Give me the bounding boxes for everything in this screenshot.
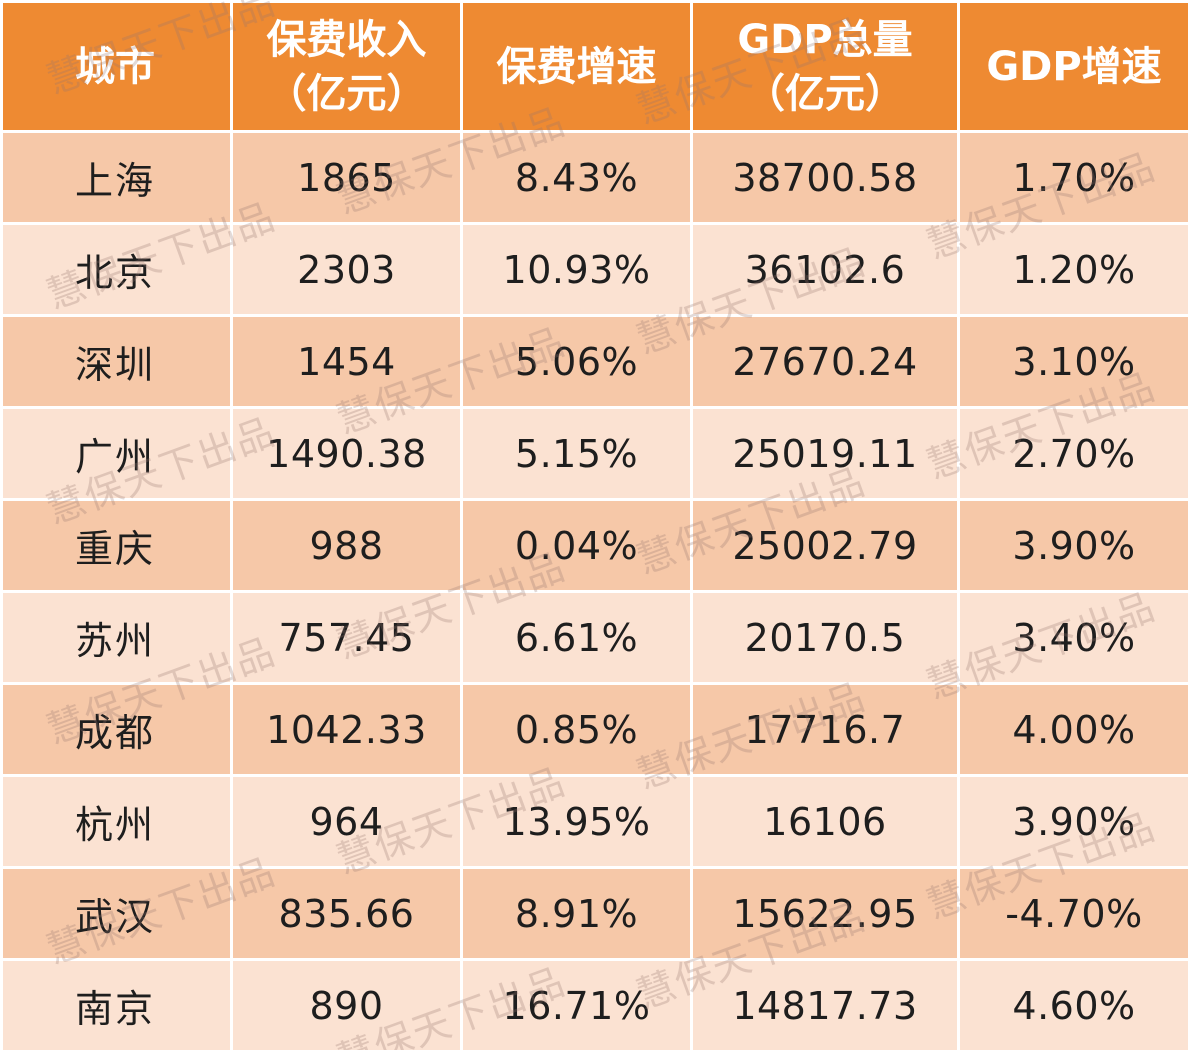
header-city: 城市 (2, 2, 232, 132)
cell-gdp-total: 15622.95 (692, 868, 959, 960)
cell-gdp-growth: 2.70% (959, 408, 1188, 500)
header-gdp-total-label: GDP总量 (693, 13, 957, 67)
cell-premium-income: 1454 (232, 316, 462, 408)
cell-premium-growth: 5.15% (462, 408, 692, 500)
header-premium-income: 保费收入 （亿元） (232, 2, 462, 132)
header-row: 城市 保费收入 （亿元） 保费增速 GDP总量 （亿元） GDP增速 (2, 2, 1188, 132)
cell-city: 武汉 (2, 868, 232, 960)
table-row: 武汉 835.66 8.91% 15622.95 -4.70% (2, 868, 1188, 960)
cell-city: 南京 (2, 960, 232, 1052)
cell-gdp-total: 25002.79 (692, 500, 959, 592)
cell-premium-growth: 6.61% (462, 592, 692, 684)
table-row: 上海 1865 8.43% 38700.58 1.70% (2, 132, 1188, 224)
cell-gdp-total: 14817.73 (692, 960, 959, 1052)
table-row: 深圳 1454 5.06% 27670.24 3.10% (2, 316, 1188, 408)
header-gdp-growth: GDP增速 (959, 2, 1188, 132)
cell-gdp-growth: 3.90% (959, 500, 1188, 592)
cell-gdp-total: 17716.7 (692, 684, 959, 776)
cell-city: 深圳 (2, 316, 232, 408)
header-premium-growth-label: 保费增速 (497, 44, 657, 90)
header-gdp-total: GDP总量 （亿元） (692, 2, 959, 132)
cell-premium-growth: 5.06% (462, 316, 692, 408)
cell-city: 苏州 (2, 592, 232, 684)
header-premium-income-label: 保费收入 (233, 13, 460, 67)
cell-premium-income: 988 (232, 500, 462, 592)
cell-gdp-total: 27670.24 (692, 316, 959, 408)
table-row: 苏州 757.45 6.61% 20170.5 3.40% (2, 592, 1188, 684)
header-premium-income-unit: （亿元） (233, 67, 460, 121)
cell-premium-growth: 0.85% (462, 684, 692, 776)
cell-city: 上海 (2, 132, 232, 224)
cell-gdp-total: 38700.58 (692, 132, 959, 224)
cell-premium-income: 2303 (232, 224, 462, 316)
table-row: 北京 2303 10.93% 36102.6 1.20% (2, 224, 1188, 316)
cell-gdp-growth: 4.00% (959, 684, 1188, 776)
header-gdp-growth-label: GDP增速 (986, 44, 1161, 90)
header-premium-growth: 保费增速 (462, 2, 692, 132)
cell-premium-income: 1490.38 (232, 408, 462, 500)
header-city-label: 城市 (75, 44, 155, 90)
cell-city: 重庆 (2, 500, 232, 592)
table-row: 成都 1042.33 0.85% 17716.7 4.00% (2, 684, 1188, 776)
cell-gdp-total: 25019.11 (692, 408, 959, 500)
cell-city: 北京 (2, 224, 232, 316)
cell-gdp-total: 36102.6 (692, 224, 959, 316)
cell-gdp-growth: 1.70% (959, 132, 1188, 224)
cell-premium-income: 835.66 (232, 868, 462, 960)
table-header: 城市 保费收入 （亿元） 保费增速 GDP总量 （亿元） GDP增速 (2, 2, 1188, 132)
cell-premium-income: 890 (232, 960, 462, 1052)
cell-premium-growth: 10.93% (462, 224, 692, 316)
cell-city: 杭州 (2, 776, 232, 868)
cell-premium-income: 1042.33 (232, 684, 462, 776)
cell-gdp-growth: 4.60% (959, 960, 1188, 1052)
cell-premium-income: 964 (232, 776, 462, 868)
cell-gdp-total: 20170.5 (692, 592, 959, 684)
table-row: 重庆 988 0.04% 25002.79 3.90% (2, 500, 1188, 592)
table-body: 上海 1865 8.43% 38700.58 1.70% 北京 2303 10.… (2, 132, 1188, 1052)
cell-premium-income: 757.45 (232, 592, 462, 684)
cell-premium-growth: 0.04% (462, 500, 692, 592)
cell-gdp-total: 16106 (692, 776, 959, 868)
cell-premium-growth: 8.43% (462, 132, 692, 224)
cell-premium-growth: 8.91% (462, 868, 692, 960)
cell-gdp-growth: 3.10% (959, 316, 1188, 408)
cell-gdp-growth: 1.20% (959, 224, 1188, 316)
cell-premium-income: 1865 (232, 132, 462, 224)
cell-premium-growth: 13.95% (462, 776, 692, 868)
cell-gdp-growth: -4.70% (959, 868, 1188, 960)
table-row: 广州 1490.38 5.15% 25019.11 2.70% (2, 408, 1188, 500)
cell-city: 广州 (2, 408, 232, 500)
table-row: 杭州 964 13.95% 16106 3.90% (2, 776, 1188, 868)
cell-gdp-growth: 3.90% (959, 776, 1188, 868)
table-row: 南京 890 16.71% 14817.73 4.60% (2, 960, 1188, 1052)
cell-city: 成都 (2, 684, 232, 776)
header-gdp-total-unit: （亿元） (693, 67, 957, 121)
cell-gdp-growth: 3.40% (959, 592, 1188, 684)
cell-premium-growth: 16.71% (462, 960, 692, 1052)
